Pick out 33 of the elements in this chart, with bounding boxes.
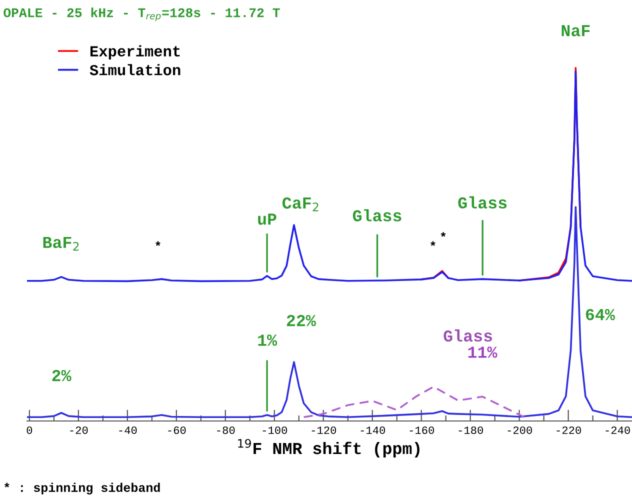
- x-tick-label: -240: [606, 426, 630, 434]
- x-tick-label: -120: [312, 426, 336, 434]
- annotation: CaF$_{2}$: [282, 197, 318, 212]
- legend-label: Experiment: [90, 45, 180, 60]
- annotation: 11%: [468, 346, 498, 358]
- x-tick-label: 0: [26, 426, 32, 434]
- annotation: *: [430, 241, 436, 246]
- annotation: *: [156, 241, 160, 246]
- annotation: Glass: [352, 209, 402, 222]
- annotation: uP: [258, 214, 276, 225]
- x-tick-label: -20: [70, 426, 88, 434]
- annotation: 64%: [586, 308, 615, 320]
- x-axis-title: $^{19}$F NMR shift (ppm): [238, 438, 420, 458]
- x-tick-label: -140: [360, 426, 386, 434]
- annotation: 1%: [258, 334, 278, 346]
- x-tick-label: -100: [262, 426, 288, 434]
- chart-title: OPALE - 25 kHz - T$_{rep}$=128s - 11.72 T: [4, 8, 280, 22]
- x-tick-label: -200: [508, 426, 532, 434]
- legend-label: Simulation: [90, 64, 180, 76]
- annotation: 22%: [286, 314, 316, 326]
- x-tick-label: -40: [119, 426, 137, 434]
- annotation: Glass: [458, 196, 507, 209]
- text: * : spinning sideband: [4, 482, 160, 494]
- annotation: *: [440, 232, 446, 237]
- x-tick-label: -60: [168, 426, 186, 434]
- x-tick-label: -180: [458, 426, 483, 434]
- x-tick-label: -220: [556, 426, 581, 434]
- x-tick-label: -160: [410, 426, 434, 434]
- annotation: BaF$_{2}$: [43, 236, 79, 251]
- annotation: Glass: [444, 329, 492, 342]
- annotation: NaF: [562, 25, 590, 36]
- x-tick-label: -80: [217, 426, 235, 434]
- annotation: 2%: [52, 370, 72, 382]
